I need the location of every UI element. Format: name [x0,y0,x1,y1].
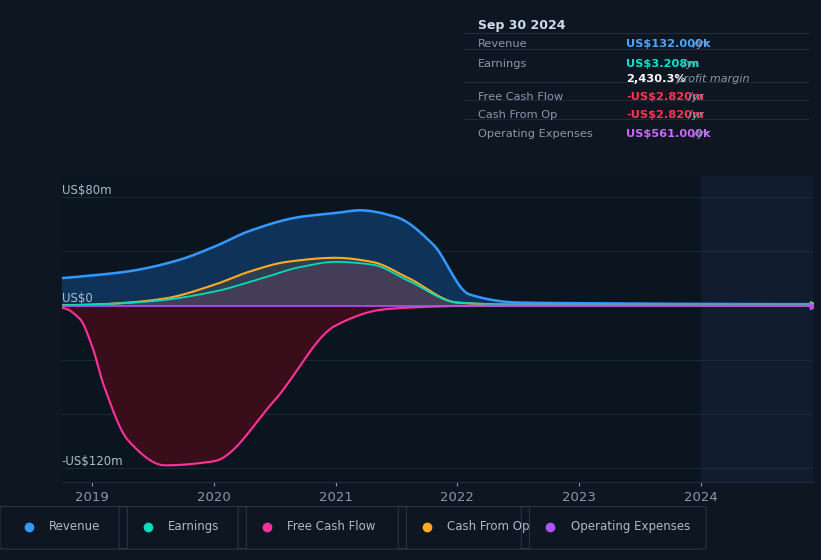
Text: /yr: /yr [690,129,709,139]
Text: Sep 30 2024: Sep 30 2024 [478,20,565,32]
Text: -US$120m: -US$120m [62,455,123,468]
Text: Revenue: Revenue [49,520,101,533]
Text: /yr: /yr [679,59,697,69]
Text: Revenue: Revenue [478,39,527,49]
Text: /yr: /yr [690,39,709,49]
Text: US$561.000k: US$561.000k [626,129,710,139]
Text: profit margin: profit margin [673,74,750,84]
Text: US$132.000k: US$132.000k [626,39,710,49]
Text: Cash From Op: Cash From Op [478,110,557,120]
Text: Operating Expenses: Operating Expenses [571,520,690,533]
Text: Earnings: Earnings [168,520,220,533]
Text: US$3.208m: US$3.208m [626,59,699,69]
Text: Free Cash Flow: Free Cash Flow [287,520,376,533]
Bar [701,176,813,482]
Text: -US$2.820m: -US$2.820m [626,110,704,120]
Text: Earnings: Earnings [478,59,527,69]
Text: US$0: US$0 [62,292,92,305]
Text: 2,430.3%: 2,430.3% [626,74,686,84]
Text: -US$2.820m: -US$2.820m [626,92,704,102]
Text: Cash From Op: Cash From Op [447,520,530,533]
Text: Free Cash Flow: Free Cash Flow [478,92,563,102]
Text: /yr: /yr [685,92,703,102]
Text: Operating Expenses: Operating Expenses [478,129,593,139]
Text: US$80m: US$80m [62,184,111,197]
Text: /yr: /yr [685,110,703,120]
